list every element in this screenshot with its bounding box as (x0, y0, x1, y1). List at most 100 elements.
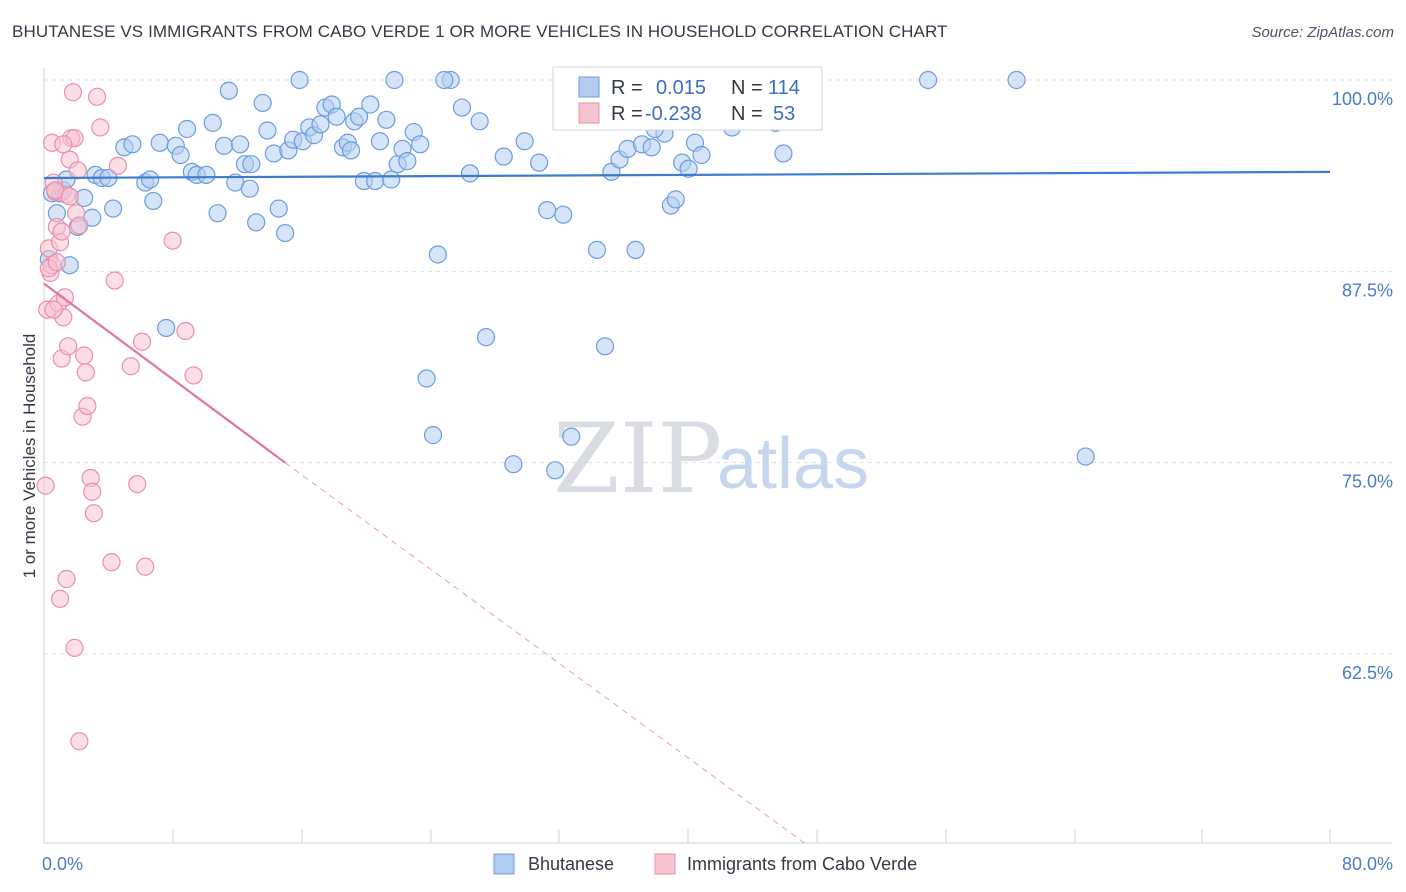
point-bhutanese-36 (253, 93, 272, 113)
legend-n-value-2: 53 (773, 103, 795, 125)
point-cabo-verde-38 (163, 231, 182, 250)
point-cabo-verde-35 (128, 474, 147, 494)
point-bhutanese-68 (428, 245, 447, 264)
point-cabo-verde-14 (59, 337, 78, 356)
point-cabo-verde-52 (44, 300, 63, 319)
point-bhutanese-114 (240, 179, 259, 198)
point-bhutanese-106 (1076, 447, 1095, 466)
point-bhutanese-105 (1007, 70, 1026, 90)
point-bhutanese-70 (452, 98, 472, 117)
point-bhutanese-87 (626, 240, 645, 260)
point-bhutanese-71 (460, 164, 480, 183)
point-bhutanese-73 (476, 328, 496, 347)
x-tick-label-0: 0.0% (42, 854, 83, 874)
point-cabo-verde-43 (57, 569, 76, 589)
point-cabo-verde-50 (60, 187, 79, 206)
point-cabo-verde-21 (70, 216, 89, 235)
bottom-legend: Bhutanese Immigrants from Cabo Verde (493, 853, 917, 875)
point-bhutanese-92 (666, 190, 685, 209)
point-bhutanese-63 (398, 152, 417, 171)
point-bhutanese-103 (774, 144, 793, 163)
point-bhutanese-72 (470, 112, 489, 131)
x-tick-label-1: 80.0% (1342, 854, 1393, 874)
bottom-legend-label-bhutanese: Bhutanese (528, 854, 614, 874)
point-bhutanese-108 (385, 70, 404, 90)
point-cabo-verde-30 (91, 118, 110, 137)
source-credit: Source: ZipAtlas.com (1251, 24, 1394, 41)
watermark-atlas: atlas (717, 424, 869, 504)
point-bhutanese-37 (258, 121, 277, 140)
point-cabo-verde-34 (121, 357, 140, 376)
grid-lines (44, 79, 1392, 655)
point-bhutanese-104 (919, 70, 938, 90)
point-cabo-verde-25 (78, 396, 97, 416)
point-bhutanese-20 (157, 318, 176, 338)
legend-n-label-2: N = (731, 103, 763, 125)
point-cabo-verde-17 (63, 83, 83, 102)
point-bhutanese-89 (642, 138, 661, 157)
point-bhutanese-74 (504, 455, 523, 474)
legend-swatch-cabo-verde (578, 102, 600, 124)
point-cabo-verde-40 (184, 366, 203, 385)
point-bhutanese-23 (177, 119, 197, 139)
point-cabo-verde-51 (52, 222, 71, 241)
point-bhutanese-22 (171, 145, 190, 165)
point-bhutanese-67 (423, 426, 443, 445)
point-cabo-verde-45 (70, 732, 89, 751)
point-cabo-verde-23 (75, 346, 94, 365)
legend-r-value-1: 0.015 (656, 77, 706, 99)
point-bhutanese-19 (150, 133, 169, 152)
point-bhutanese-78 (546, 461, 565, 480)
bottom-legend-label-cabo-verde: Immigrants from Cabo Verde (687, 854, 917, 874)
point-bhutanese-27 (203, 113, 222, 132)
point-bhutanese-75 (515, 132, 534, 151)
legend-n-value-1: 114 (768, 77, 800, 99)
chart-title: BHUTANESE VS IMMIGRANTS FROM CABO VERDE … (12, 22, 948, 41)
trend-line-bhutanese (43, 170, 1331, 180)
point-cabo-verde-39 (176, 321, 195, 341)
point-bhutanese-77 (538, 201, 557, 220)
trend-line-cabo-verde (43, 282, 286, 464)
trend-line-cabo-verde-extension (284, 462, 808, 846)
point-bhutanese-66 (417, 369, 436, 388)
point-bhutanese-50 (327, 107, 346, 126)
legend-r-value-2: -0.238 (645, 103, 702, 125)
point-cabo-verde-28 (84, 504, 103, 523)
point-bhutanese-35 (247, 213, 266, 232)
point-bhutanese-40 (276, 223, 295, 243)
point-bhutanese-26 (197, 165, 216, 185)
point-cabo-verde-42 (50, 589, 70, 608)
point-bhutanese-58 (370, 132, 390, 151)
point-bhutanese-60 (382, 170, 401, 189)
point-bhutanese-82 (587, 240, 607, 260)
point-bhutanese-30 (219, 81, 238, 100)
point-cabo-verde-47 (54, 135, 73, 154)
point-bhutanese-57 (366, 171, 385, 191)
point-bhutanese-113 (341, 141, 361, 160)
y-axis-label: 1 or more Vehicles in Household (20, 334, 39, 579)
watermark: ZIP atlas (553, 403, 869, 515)
point-bhutanese-43 (290, 70, 309, 90)
point-bhutanese-83 (595, 337, 615, 356)
y-tick-label-2: 87.5% (1342, 280, 1393, 300)
legend-r-label-1: R = (611, 77, 643, 99)
point-bhutanese-107 (435, 70, 454, 90)
bottom-legend-swatch-cabo-verde (654, 853, 676, 875)
point-cabo-verde-32 (105, 271, 124, 290)
point-cabo-verde-24 (76, 363, 95, 382)
trend-lines (43, 170, 1331, 846)
legend-box: R = 0.015 N = 114 R = -0.238 N = 53 (552, 66, 823, 131)
x-tick-labels: 0.0% 80.0% (42, 854, 1393, 874)
point-bhutanese-47 (311, 115, 330, 134)
point-bhutanese-32 (231, 135, 250, 154)
legend-swatch-bhutanese (578, 76, 600, 98)
point-cabo-verde-27 (83, 482, 102, 501)
point-bhutanese-54 (349, 107, 369, 126)
point-bhutanese-34 (242, 155, 261, 174)
axes (43, 68, 1392, 844)
legend-n-label-1: N = (731, 77, 763, 99)
bottom-legend-swatch-bhutanese (493, 853, 515, 875)
point-bhutanese-18 (144, 191, 163, 211)
y-tick-label-1: 75.0% (1342, 472, 1393, 492)
point-cabo-verde-33 (108, 156, 128, 175)
